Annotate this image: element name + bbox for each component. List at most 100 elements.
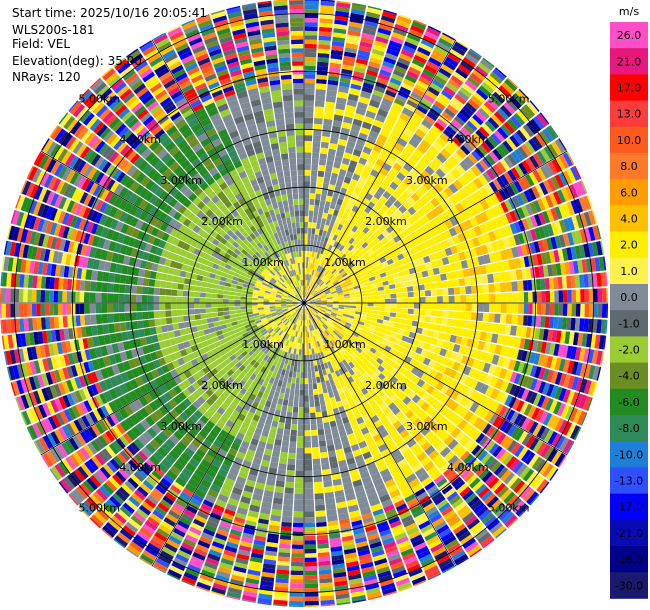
velocity-cell xyxy=(444,107,456,119)
velocity-cell xyxy=(381,229,390,238)
velocity-cell xyxy=(378,311,385,316)
velocity-cell xyxy=(471,150,482,162)
velocity-cell xyxy=(521,375,530,388)
velocity-cell xyxy=(359,126,370,136)
velocity-cell xyxy=(331,292,338,296)
velocity-cell xyxy=(424,64,438,75)
velocity-cell xyxy=(304,505,315,512)
velocity-cell xyxy=(304,407,310,414)
velocity-cell xyxy=(274,439,282,446)
velocity-cell xyxy=(317,279,323,285)
velocity-cell xyxy=(412,87,425,98)
velocity-cell xyxy=(417,340,426,349)
velocity-cell xyxy=(318,393,325,401)
velocity-cell xyxy=(570,391,580,406)
velocity-cell xyxy=(343,309,350,313)
velocity-cell xyxy=(466,258,474,268)
velocity-cell xyxy=(551,159,562,173)
velocity-cell xyxy=(370,321,377,327)
velocity-cell xyxy=(545,194,554,208)
velocity-cell xyxy=(432,78,445,89)
velocity-cell xyxy=(340,270,347,276)
velocity-cell xyxy=(307,372,312,379)
velocity-cell xyxy=(307,280,310,287)
velocity-cell xyxy=(351,192,359,200)
velocity-cell xyxy=(309,305,315,308)
velocity-cell xyxy=(369,233,377,241)
velocity-cell xyxy=(450,351,459,361)
velocity-cell xyxy=(553,316,559,329)
velocity-cell xyxy=(405,37,420,47)
velocity-cell xyxy=(447,342,455,351)
velocity-cell xyxy=(208,327,216,334)
velocity-cell xyxy=(326,307,333,311)
velocity-cell xyxy=(334,19,348,26)
velocity-cell xyxy=(474,266,482,276)
velocity-cell xyxy=(487,273,494,284)
velocity-cell xyxy=(446,171,457,183)
velocity-cell xyxy=(578,347,586,362)
velocity-cell xyxy=(477,303,484,312)
velocity-cell xyxy=(320,260,325,267)
velocity-cell xyxy=(400,49,414,59)
velocity-cell xyxy=(354,313,361,318)
velocity-cell xyxy=(315,94,326,102)
velocity-cell xyxy=(365,285,372,290)
velocity-cell xyxy=(293,511,304,518)
velocity-cell xyxy=(353,249,360,257)
velocity-cell xyxy=(430,197,440,208)
velocity-cell xyxy=(540,316,546,328)
velocity-cell xyxy=(532,169,543,183)
velocity-cell xyxy=(336,258,343,265)
velocity-cell xyxy=(337,312,344,316)
velocity-cell xyxy=(294,493,304,500)
velocity-cell xyxy=(475,88,489,101)
velocity-cell xyxy=(478,85,492,97)
velocity-cell xyxy=(459,86,472,98)
velocity-cell xyxy=(273,491,284,499)
velocity-cell xyxy=(455,243,464,253)
velocity-cell xyxy=(550,236,558,250)
velocity-cell xyxy=(495,88,509,101)
velocity-cell xyxy=(328,274,335,280)
velocity-cell xyxy=(530,229,538,241)
velocity-cell xyxy=(587,349,595,364)
velocity-cell xyxy=(431,172,442,183)
velocity-cell xyxy=(415,227,425,237)
velocity-cell xyxy=(310,233,315,241)
velocity-cell xyxy=(487,135,499,148)
velocity-cell xyxy=(304,106,314,113)
velocity-cell xyxy=(318,266,323,272)
velocity-cell xyxy=(361,296,368,300)
velocity-cell xyxy=(391,190,401,200)
velocity-cell xyxy=(343,116,353,124)
velocity-cell xyxy=(288,452,296,460)
velocity-cell xyxy=(353,285,360,290)
velocity-cell xyxy=(344,295,351,299)
velocity-cell xyxy=(567,217,576,231)
velocity-cell xyxy=(311,158,319,165)
velocity-cell xyxy=(291,377,296,384)
velocity-cell xyxy=(492,323,500,334)
velocity-cell xyxy=(344,300,351,303)
velocity-cell xyxy=(550,356,558,370)
velocity-cell xyxy=(408,297,415,303)
velocity-cell xyxy=(362,274,369,280)
velocity-cell xyxy=(554,303,559,316)
velocity-cell xyxy=(438,232,447,242)
velocity-cell xyxy=(587,318,594,333)
velocity-cell xyxy=(522,124,535,138)
velocity-cell xyxy=(309,301,316,303)
velocity-cell xyxy=(292,527,304,532)
velocity-cell xyxy=(484,78,498,91)
velocity-cell xyxy=(505,248,514,260)
velocity-cell xyxy=(512,292,519,303)
velocity-cell xyxy=(384,52,398,61)
velocity-cell xyxy=(289,583,304,589)
velocity-cell xyxy=(314,285,320,291)
velocity-cell xyxy=(367,259,375,266)
velocity-cell xyxy=(329,66,341,73)
velocity-cell xyxy=(353,70,365,78)
velocity-cell xyxy=(315,83,327,90)
velocity-cell xyxy=(394,23,409,33)
